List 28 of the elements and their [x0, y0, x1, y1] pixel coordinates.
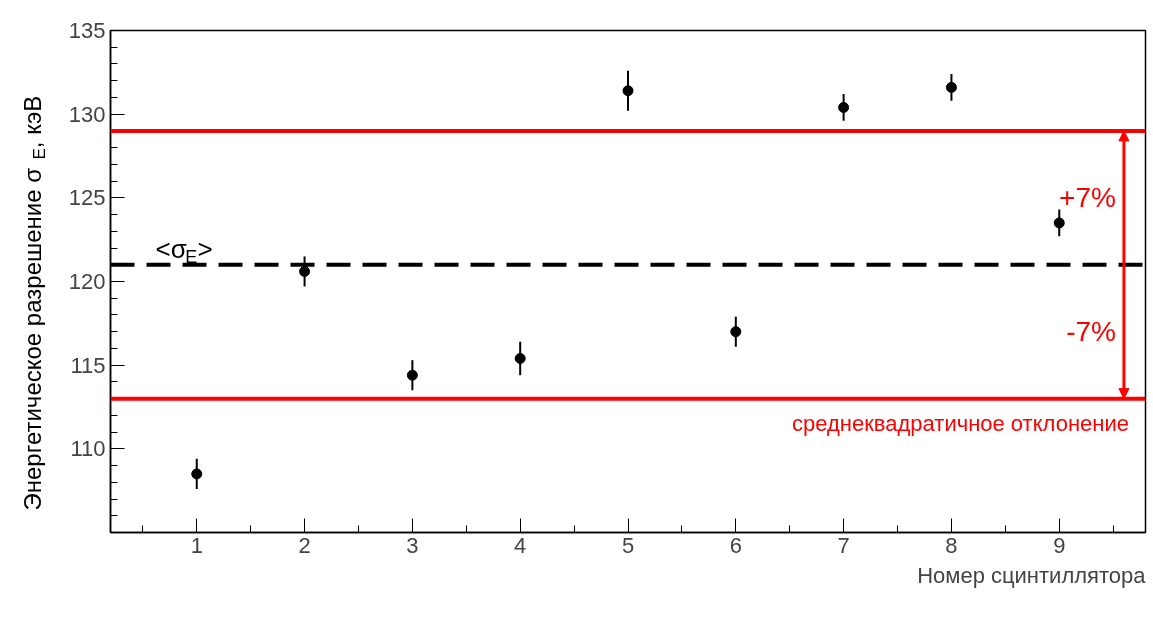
y-tick-label: 125	[68, 185, 106, 211]
x-tick-label: 3	[406, 532, 419, 558]
y-tick-label: 120	[68, 269, 106, 294]
point	[299, 265, 311, 277]
y-tick-label: 110	[70, 436, 106, 462]
x-tick-label: 2	[298, 532, 311, 558]
point	[191, 468, 203, 480]
x-tick-label: 5	[621, 532, 635, 558]
point	[514, 352, 526, 364]
x-tick-label: 4	[514, 532, 527, 558]
y-tick-label: 130	[68, 101, 106, 127]
x-tick-label: 9	[1053, 532, 1066, 558]
point	[945, 81, 957, 93]
x-tick-label: 8	[945, 532, 958, 558]
point	[622, 85, 634, 97]
annotation: среднеквадратичное отклонение	[791, 410, 1129, 436]
x-tick-label: 7	[837, 532, 850, 558]
annotation: +7%	[1059, 182, 1116, 214]
point	[1053, 217, 1065, 229]
annotation: -7%	[1066, 316, 1116, 348]
x-tick-label: 1	[190, 532, 203, 558]
point	[730, 326, 742, 338]
point	[838, 101, 850, 113]
x-tick-label: 6	[729, 532, 742, 558]
x-axis-title: Номер сцинтиллятора	[917, 562, 1147, 588]
y-tick-label: 135	[68, 18, 106, 43]
y-tick-label: 115	[70, 352, 106, 378]
point	[406, 369, 418, 381]
